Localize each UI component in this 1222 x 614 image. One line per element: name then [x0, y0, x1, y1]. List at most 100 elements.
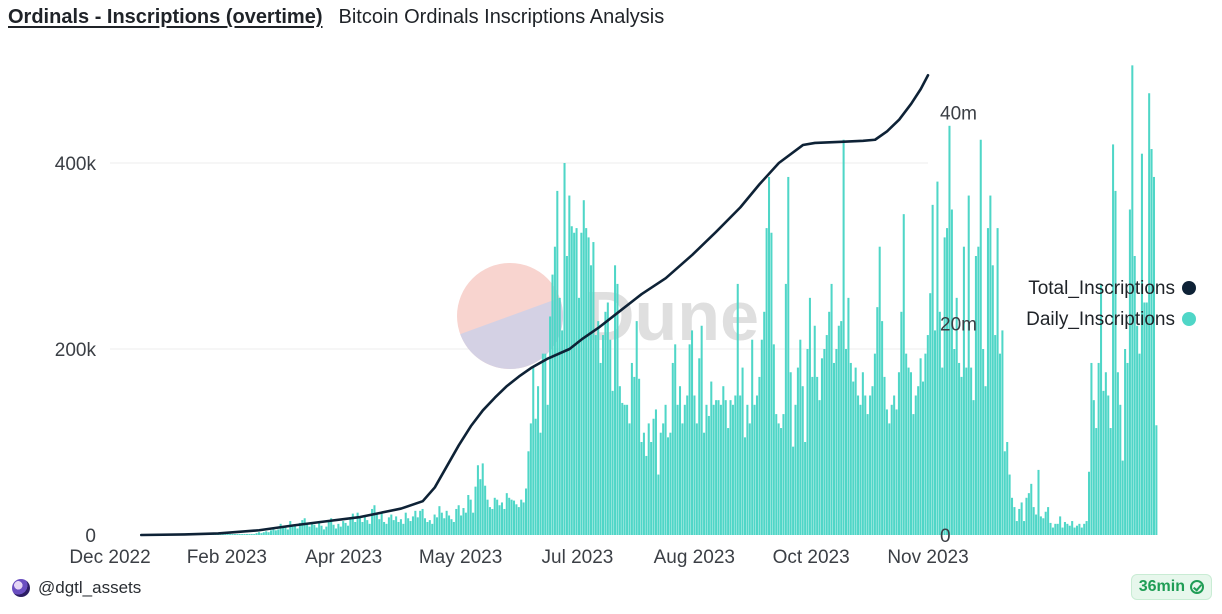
daily-bar	[823, 349, 826, 535]
x-tick-label: Feb 2023	[187, 547, 267, 568]
daily-bar	[602, 335, 605, 535]
daily-bar	[1047, 507, 1050, 535]
legend-label: Total_Inscriptions	[1028, 278, 1175, 299]
daily-bar	[893, 395, 896, 535]
daily-bar	[678, 386, 682, 535]
daily-bar	[479, 479, 482, 535]
daily-bar	[736, 283, 739, 535]
daily-bar	[751, 339, 754, 535]
daily-bar	[395, 516, 398, 535]
daily-bar	[739, 395, 742, 535]
daily-bar	[662, 423, 665, 535]
daily-bar	[941, 367, 944, 535]
daily-bar	[373, 505, 376, 535]
daily-bar	[378, 519, 381, 535]
daily-bar	[1023, 521, 1026, 535]
daily-bar	[955, 297, 958, 535]
daily-bar	[982, 349, 985, 535]
daily-bar	[224, 534, 227, 535]
daily-bar	[508, 497, 511, 535]
daily-bar	[582, 200, 585, 535]
daily-bar	[493, 497, 496, 535]
daily-bar	[580, 232, 583, 535]
daily-bar	[890, 404, 893, 535]
daily-bar	[1056, 523, 1059, 535]
daily-bar	[1027, 493, 1030, 535]
daily-bar	[621, 402, 624, 535]
daily-bar	[630, 362, 633, 535]
daily-bar	[958, 362, 961, 535]
daily-bar	[1020, 502, 1023, 535]
daily-bar	[1121, 460, 1124, 535]
daily-bar	[707, 415, 710, 535]
daily-bar	[245, 534, 248, 535]
daily-bar	[525, 488, 528, 535]
daily-bar	[729, 400, 732, 535]
daily-bar	[597, 321, 600, 535]
daily-bar	[1013, 507, 1016, 535]
daily-bar	[257, 532, 260, 535]
daily-bar	[780, 428, 783, 535]
daily-bar	[909, 372, 912, 535]
daily-bar	[654, 409, 657, 535]
daily-bar	[469, 499, 472, 535]
daily-bar	[924, 353, 927, 535]
daily-bar	[763, 311, 766, 535]
daily-bar	[289, 521, 292, 535]
daily-bar	[743, 437, 746, 535]
daily-bar	[1107, 395, 1110, 535]
daily-bar	[960, 376, 963, 535]
daily-bar	[914, 395, 917, 535]
daily-bar	[455, 508, 458, 535]
daily-bar	[416, 517, 419, 535]
daily-bar	[503, 508, 506, 535]
daily-bar	[840, 321, 843, 535]
daily-bar	[1104, 372, 1107, 535]
daily-bar	[772, 344, 775, 535]
daily-bar	[994, 335, 997, 535]
daily-bar	[556, 190, 559, 535]
daily-bar	[221, 534, 224, 535]
daily-bar	[1100, 283, 1103, 535]
daily-bar	[551, 274, 554, 535]
daily-bar	[445, 510, 448, 535]
daily-bar	[1075, 525, 1078, 535]
daily-bar	[683, 404, 686, 535]
daily-bar	[1097, 362, 1100, 535]
daily-bar	[568, 195, 571, 536]
daily-bar	[1030, 483, 1033, 535]
daily-bar	[816, 376, 819, 535]
author-link[interactable]: @dgtl_assets	[12, 578, 141, 598]
daily-bar	[419, 510, 422, 535]
daily-bar	[1003, 451, 1006, 535]
x-tick-label: Aug 2023	[654, 547, 735, 568]
daily-bar	[527, 451, 530, 535]
chart-title-link[interactable]: Ordinals - Inscriptions (overtime)	[8, 6, 323, 28]
daily-bar	[842, 139, 845, 535]
daily-bar	[1080, 527, 1083, 535]
chart-header: Ordinals - Inscriptions (overtime) Bitco…	[8, 6, 664, 34]
daily-bar	[647, 423, 650, 535]
daily-bar	[950, 209, 953, 535]
daily-bar	[849, 362, 852, 535]
daily-bar	[467, 495, 470, 535]
daily-bar	[804, 442, 807, 535]
daily-bar	[344, 522, 347, 535]
daily-bar	[322, 529, 325, 535]
daily-bar	[286, 529, 289, 535]
x-tick-label: Dec 2022	[69, 547, 150, 568]
daily-bar	[845, 349, 848, 535]
daily-bar	[883, 376, 886, 535]
daily-bar	[1037, 469, 1040, 535]
daily-bar	[1116, 372, 1119, 535]
daily-bar	[334, 528, 337, 535]
daily-bar	[1054, 523, 1057, 535]
daily-bar	[390, 514, 393, 535]
daily-bar	[666, 437, 669, 535]
daily-bar	[866, 414, 869, 535]
daily-bar	[1087, 471, 1091, 535]
daily-bar	[873, 353, 876, 535]
daily-bar	[712, 404, 715, 535]
daily-bar	[332, 524, 335, 535]
daily-bar	[1083, 523, 1086, 535]
